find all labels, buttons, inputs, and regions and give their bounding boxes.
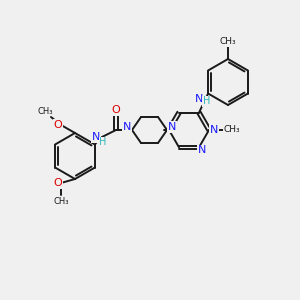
Text: N: N xyxy=(195,94,204,104)
Text: CH₃: CH₃ xyxy=(37,106,53,116)
Text: H: H xyxy=(99,137,107,147)
Text: O: O xyxy=(112,105,120,115)
Text: H: H xyxy=(203,96,210,106)
Text: N: N xyxy=(198,145,206,155)
Text: CH₃: CH₃ xyxy=(224,125,240,134)
Text: N: N xyxy=(123,122,131,132)
Text: N: N xyxy=(92,132,100,142)
Text: CH₃: CH₃ xyxy=(53,196,69,206)
Text: CH₃: CH₃ xyxy=(220,38,236,46)
Text: N: N xyxy=(168,122,176,132)
Text: N: N xyxy=(210,125,218,135)
Text: O: O xyxy=(54,120,62,130)
Text: O: O xyxy=(54,178,62,188)
